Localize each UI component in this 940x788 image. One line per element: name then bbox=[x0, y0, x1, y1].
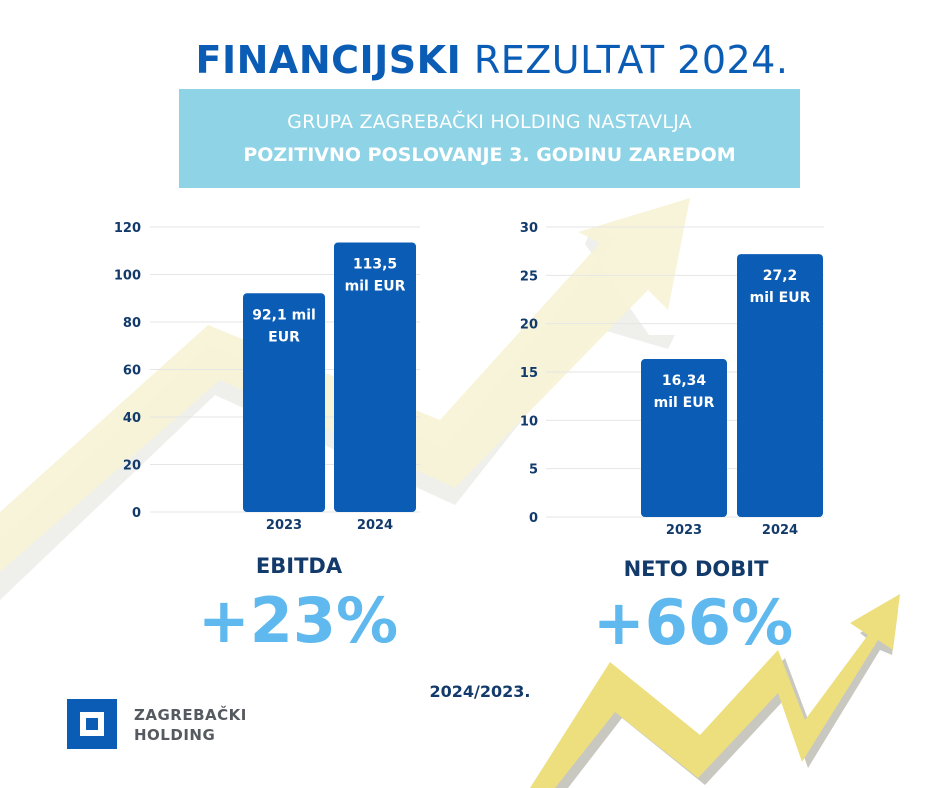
ebitda-y-tick: 80 bbox=[123, 316, 141, 331]
net-profit-y-tick: 15 bbox=[520, 366, 538, 381]
net-profit-y-tick: 25 bbox=[520, 269, 538, 284]
logo-line-1: ZAGREBAČKI bbox=[134, 706, 247, 724]
comparison-period: 2024/2023. bbox=[429, 682, 531, 701]
net-profit-bar-2023 bbox=[641, 359, 727, 517]
ebitda-y-tick: 0 bbox=[132, 506, 141, 521]
small-arrow bbox=[530, 594, 900, 788]
ebitda-data-label: 113,5 bbox=[353, 256, 397, 272]
ebitda-x-tick: 2024 bbox=[357, 518, 393, 533]
banner-line-2: POZITIVNO POSLOVANJE 3. GODINU ZAREDOM bbox=[243, 144, 736, 166]
net-profit-data-label: 16,34 bbox=[662, 373, 707, 389]
banner-line-1: GRUPA ZAGREBAČKI HOLDING NASTAVLJA bbox=[287, 111, 692, 133]
ebitda-y-tick: 20 bbox=[123, 459, 141, 474]
ebitda-data-label: mil EUR bbox=[345, 278, 406, 294]
net-profit-y-tick: 5 bbox=[529, 463, 538, 478]
logo-icon bbox=[67, 699, 117, 749]
ebitda-x-tick: 2023 bbox=[266, 518, 302, 533]
ebitda-y-tick: 120 bbox=[114, 221, 141, 236]
ebitda-data-label: EUR bbox=[268, 329, 300, 345]
ebitda-y-tick: 40 bbox=[123, 411, 141, 426]
net-profit-data-label: mil EUR bbox=[750, 290, 811, 306]
ebitda-bar-2023 bbox=[243, 293, 325, 512]
ebitda-y-tick: 60 bbox=[123, 364, 141, 379]
net-profit-data-label: mil EUR bbox=[654, 395, 715, 411]
ebitda-bar-2024 bbox=[334, 242, 416, 512]
ebitda-change: +23% bbox=[197, 584, 399, 657]
logo-line-2: HOLDING bbox=[134, 726, 216, 744]
net-profit-y-tick: 30 bbox=[520, 221, 538, 236]
net-profit-bar-2024 bbox=[737, 254, 823, 518]
page-title: FINANCIJSKI REZULTAT 2024. bbox=[0, 38, 940, 82]
logo-text: ZAGREBAČKI HOLDING bbox=[134, 705, 247, 745]
headline-banner: GRUPA ZAGREBAČKI HOLDING NASTAVLJA POZIT… bbox=[179, 89, 800, 188]
net-profit-y-tick: 20 bbox=[520, 318, 538, 333]
ebitda-label: EBITDA bbox=[255, 554, 343, 578]
net-profit-x-tick: 2023 bbox=[666, 523, 702, 538]
net-profit-change: +66% bbox=[592, 586, 794, 659]
ebitda-y-tick: 100 bbox=[114, 269, 141, 284]
net-profit-data-label: 27,2 bbox=[763, 268, 798, 284]
net-profit-y-tick: 0 bbox=[529, 511, 538, 526]
net-profit-y-tick: 10 bbox=[520, 414, 538, 429]
ebitda-data-label: 92,1 mil bbox=[252, 307, 316, 323]
title-bold: FINANCIJSKI bbox=[195, 38, 462, 82]
net-profit-x-tick: 2024 bbox=[762, 523, 798, 538]
net-profit-label: NETO DOBIT bbox=[623, 557, 769, 581]
title-rest: REZULTAT 2024. bbox=[473, 38, 789, 82]
